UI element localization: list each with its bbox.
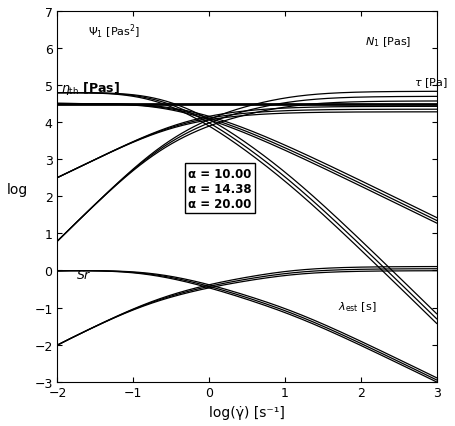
Text: $\tau\ \mathregular{[Pa]}$: $\tau\ \mathregular{[Pa]}$ xyxy=(413,76,446,90)
X-axis label: log(γ̇) [s⁻¹]: log(γ̇) [s⁻¹] xyxy=(209,405,284,419)
Text: α = 10.00
α = 14.38
α = 20.00: α = 10.00 α = 14.38 α = 20.00 xyxy=(188,167,251,210)
Text: $\mathit{Sr}$: $\mathit{Sr}$ xyxy=(76,268,92,281)
Text: $\eta_{\rm th}\ \mathregular{[Pas]}$: $\eta_{\rm th}\ \mathregular{[Pas]}$ xyxy=(61,80,120,96)
Y-axis label: log: log xyxy=(7,183,28,197)
Text: $N_1\ \mathregular{[Pas]}$: $N_1\ \mathregular{[Pas]}$ xyxy=(364,35,410,49)
Text: $\Psi_1\ \mathregular{[Pas^2]}$: $\Psi_1\ \mathregular{[Pas^2]}$ xyxy=(88,23,140,41)
Text: $\lambda_{\rm est}\ \mathregular{[s]}$: $\lambda_{\rm est}\ \mathregular{[s]}$ xyxy=(337,300,376,314)
